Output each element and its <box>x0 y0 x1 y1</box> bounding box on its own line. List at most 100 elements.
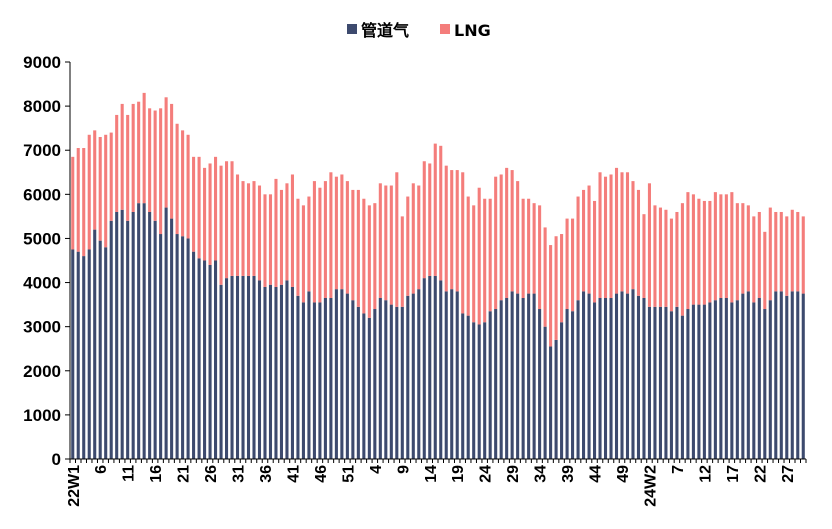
bar-lng <box>274 178 278 287</box>
bar-pipeline <box>724 297 728 459</box>
bar-lng <box>93 130 97 230</box>
bar-pipeline <box>488 311 492 459</box>
bar-lng <box>417 185 421 290</box>
bar-lng <box>159 108 163 235</box>
bar-lng <box>450 170 454 290</box>
x-tick-label: 31 <box>231 465 248 483</box>
bar-lng <box>636 189 641 296</box>
bar-pipeline <box>631 289 635 459</box>
y-tick-label: 8000 <box>23 97 61 116</box>
bar-lng <box>137 101 141 204</box>
bar-lng <box>598 172 602 298</box>
bar-lng <box>565 218 569 310</box>
bar-lng <box>192 156 196 252</box>
bar-lng <box>735 203 739 301</box>
bar-lng <box>538 205 542 310</box>
bar-pipeline <box>373 309 377 459</box>
bar-lng <box>356 189 360 307</box>
bar-lng <box>142 92 146 204</box>
bar-pipeline <box>576 300 580 459</box>
x-tick-label: 6 <box>93 465 110 474</box>
bar-lng <box>334 176 338 290</box>
y-tick-label: 6000 <box>23 185 61 204</box>
bar-lng <box>477 187 481 325</box>
bar-pipeline <box>801 293 805 459</box>
x-tick-label: 9 <box>395 465 412 474</box>
bar-pipeline <box>587 293 591 459</box>
bar-lng <box>669 218 673 312</box>
bar-pipeline <box>763 309 767 459</box>
bar-pipeline <box>560 322 564 459</box>
bar-pipeline <box>439 280 443 459</box>
bar-pipeline <box>356 306 360 459</box>
bar-pipeline <box>109 220 113 459</box>
bar-pipeline <box>263 286 267 459</box>
bar-lng <box>411 183 415 294</box>
y-tick-label: 2000 <box>23 362 61 381</box>
bar-pipeline <box>505 297 509 459</box>
bar-pipeline <box>411 293 415 459</box>
bar-pipeline <box>142 203 146 459</box>
bar-pipeline <box>691 304 695 459</box>
bar-pipeline <box>642 297 646 459</box>
x-tick-label: 46 <box>313 465 330 483</box>
bar-pipeline <box>675 306 679 459</box>
bar-lng <box>301 205 305 303</box>
bar-lng <box>263 194 267 287</box>
bar-lng <box>378 183 382 298</box>
bar-lng <box>719 194 723 298</box>
bar-pipeline <box>329 297 333 459</box>
bar-pipeline <box>274 286 278 459</box>
bar-lng <box>521 198 525 298</box>
bar-pipeline <box>697 304 701 459</box>
bar-lng <box>647 183 651 307</box>
bar-pipeline <box>400 306 404 459</box>
bar-lng <box>208 163 212 265</box>
legend-swatch-pipeline <box>347 24 357 34</box>
bar-lng <box>461 172 465 314</box>
bar-pipeline <box>175 234 179 459</box>
bar-pipeline <box>120 209 124 459</box>
bar-pipeline <box>422 278 426 459</box>
bar-lng <box>680 203 684 316</box>
bar-pipeline <box>532 293 536 459</box>
bar-pipeline <box>653 306 657 459</box>
bar-lng <box>290 174 294 287</box>
bar-pipeline <box>664 306 668 459</box>
bar-pipeline <box>323 297 327 459</box>
bar-pipeline <box>455 291 459 459</box>
bar-lng <box>614 167 619 294</box>
bar-pipeline <box>197 258 201 459</box>
bar-pipeline <box>598 297 602 459</box>
bar-pipeline <box>647 306 651 459</box>
x-tick-label: 29 <box>505 465 522 483</box>
bar-pipeline <box>796 291 800 459</box>
x-tick-label: 14 <box>423 465 440 483</box>
bar-pipeline <box>148 211 152 459</box>
bar-pipeline <box>126 220 130 459</box>
bar-pipeline <box>702 304 706 459</box>
bar-lng <box>98 136 102 241</box>
bar-lng <box>351 189 355 301</box>
bar-pipeline <box>625 293 630 459</box>
bar-lng <box>257 185 262 281</box>
bar-lng <box>763 231 767 310</box>
bar-lng <box>505 167 509 298</box>
bar-lng <box>757 211 761 298</box>
bar-pipeline <box>417 289 421 459</box>
bar-lng <box>444 165 448 292</box>
bar-lng <box>587 185 591 294</box>
bar-lng <box>631 181 635 290</box>
bar-lng <box>494 176 498 310</box>
bar-lng <box>433 143 437 276</box>
bar-pipeline <box>444 291 448 459</box>
bar-pipeline <box>554 339 558 459</box>
bar-pipeline <box>257 280 262 459</box>
bar-pipeline <box>461 313 465 459</box>
bar-lng <box>532 203 536 294</box>
bar-pipeline <box>340 289 344 459</box>
bar-lng <box>225 161 229 279</box>
bar-lng <box>543 227 547 327</box>
bar-lng <box>708 200 712 303</box>
bar-lng <box>697 198 701 305</box>
